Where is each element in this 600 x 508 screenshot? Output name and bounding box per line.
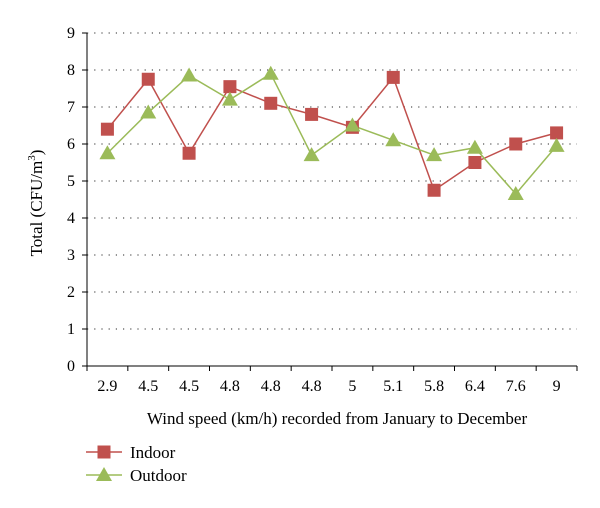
- x-tick-label: 4.5: [179, 378, 199, 395]
- indoor-data-point: [468, 156, 482, 169]
- outdoor-data-point: [99, 145, 116, 160]
- outdoor-data-point: [507, 185, 524, 200]
- y-tick-labels: 0 1 2 3 4 5 6 7 8 9: [67, 25, 75, 375]
- indoor-data-point: [264, 96, 278, 110]
- x-tick-label: 5: [348, 378, 356, 395]
- legend-marker-outdoor: [96, 467, 112, 481]
- y-tick-label: 1: [67, 321, 75, 338]
- x-tick-label: 5.1: [383, 378, 403, 395]
- y-tick-label: 8: [67, 62, 75, 79]
- legend-label-outdoor: Outdoor: [130, 466, 187, 485]
- indoor-data-point: [386, 70, 400, 84]
- legend-label-indoor: Indoor: [130, 443, 176, 462]
- series-lines: [106, 72, 558, 196]
- indoor-data-point: [141, 72, 155, 86]
- indoor-series-line: [106, 75, 557, 192]
- indoor-data-point: [223, 80, 237, 94]
- x-tick-label: 4.8: [302, 378, 322, 395]
- outdoor-data-point: [426, 147, 443, 162]
- indoor-data-point: [427, 183, 441, 197]
- indoor-data-point: [100, 122, 114, 136]
- outdoor-data-point: [344, 117, 361, 132]
- x-tick-label: 5.8: [424, 378, 444, 395]
- y-tick-label: 0: [67, 358, 75, 375]
- x-tick-label: 9: [553, 378, 561, 395]
- y-tick-label: 9: [67, 25, 75, 42]
- outdoor-data-point: [303, 147, 320, 162]
- x-tick-label: 7.6: [506, 378, 526, 395]
- indoor-data-point: [305, 107, 319, 121]
- y-axis-title-superscript: 3: [26, 155, 38, 161]
- y-axis-title: Total (CFU/m3): [26, 150, 46, 257]
- legend-item-outdoor: Outdoor: [86, 466, 187, 485]
- x-tick-label: 4.5: [138, 378, 158, 395]
- series-markers: [99, 65, 565, 200]
- y-tick-label: 2: [67, 284, 75, 301]
- outdoor-data-point: [181, 67, 198, 82]
- axes: [82, 32, 578, 371]
- x-tick-label: 6.4: [465, 378, 485, 395]
- indoor-data-point: [550, 126, 564, 140]
- outdoor-series-line: [106, 72, 558, 196]
- y-tick-label: 6: [67, 136, 75, 153]
- indoor-data-point: [182, 146, 196, 160]
- y-tick-label: 4: [67, 210, 75, 227]
- y-tick-label: 3: [67, 247, 75, 264]
- y-tick-label: 7: [67, 99, 75, 116]
- outdoor-data-point: [466, 139, 483, 154]
- outdoor-data-point: [262, 65, 279, 80]
- outdoor-data-point: [140, 104, 157, 119]
- x-axis-title: Wind speed (km/h) recorded from January …: [147, 409, 528, 428]
- outdoor-data-point: [221, 91, 238, 106]
- x-tick-label: 2.9: [97, 378, 117, 395]
- x-tick-label: 4.8: [261, 378, 281, 395]
- legend-marker-indoor: [97, 445, 111, 459]
- legend-item-indoor: Indoor: [86, 443, 176, 462]
- x-tick-label: 4.8: [220, 378, 240, 395]
- y-axis-title-main: Total (CFU/m: [27, 161, 46, 257]
- x-tick-labels: 2.9 4.5 4.5 4.8 4.8 4.8 5 5.1 5.8 6.4 7.6 9: [97, 378, 560, 395]
- y-tick-label: 5: [67, 173, 75, 190]
- grid-lines: [87, 32, 577, 330]
- outdoor-data-point: [548, 137, 565, 152]
- legend: Indoor Outdoor: [86, 443, 187, 485]
- y-axis-title-end: ): [27, 150, 46, 156]
- indoor-data-point: [509, 137, 523, 151]
- outdoor-data-point: [385, 132, 402, 147]
